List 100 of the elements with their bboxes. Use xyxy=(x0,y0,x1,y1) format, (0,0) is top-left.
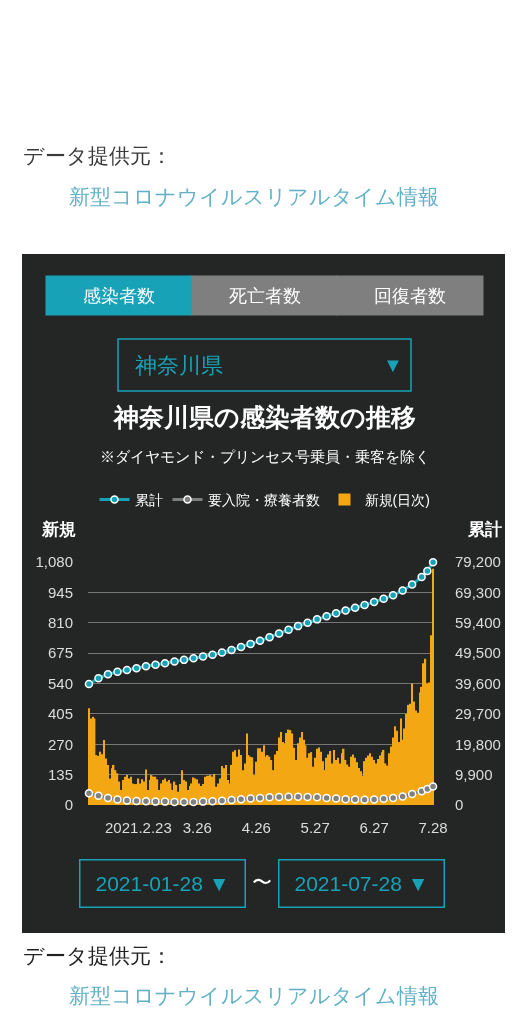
point xyxy=(160,659,170,668)
point xyxy=(189,797,198,807)
x-tick-label: 7.28 xyxy=(418,819,448,836)
point xyxy=(341,606,350,615)
point xyxy=(274,792,284,802)
bar xyxy=(394,726,396,805)
point xyxy=(331,794,341,803)
point xyxy=(132,796,141,806)
text: 新型コロナウイルスリアルタイム情報 xyxy=(69,984,439,1007)
point xyxy=(369,597,379,607)
point xyxy=(350,795,360,804)
point xyxy=(398,792,407,801)
text: 回復者数 xyxy=(374,285,446,306)
x-tick-label: 2021.2.23 xyxy=(105,819,172,836)
y-tick-label: 405 xyxy=(47,705,73,723)
point xyxy=(265,793,274,802)
point xyxy=(151,797,160,806)
point xyxy=(227,795,236,805)
bar xyxy=(396,730,398,805)
text: 感染者数 xyxy=(83,285,155,306)
point xyxy=(274,629,284,638)
point xyxy=(179,797,189,807)
point xyxy=(113,795,122,804)
bar xyxy=(432,568,434,805)
text: データ提供元： xyxy=(23,144,172,167)
y2-tick-label: 69,300 xyxy=(455,583,501,601)
y-tick-label: 0 xyxy=(64,796,73,814)
y2-tick-label: 9,900 xyxy=(455,765,493,783)
point xyxy=(407,789,417,799)
y2-tick-label: 79,200 xyxy=(455,553,501,571)
text: 死亡者数 xyxy=(228,285,301,306)
point xyxy=(312,793,322,802)
point xyxy=(227,645,236,655)
point xyxy=(170,797,179,807)
x-tick-label: 6.27 xyxy=(359,819,389,836)
point xyxy=(407,580,417,589)
bar xyxy=(88,708,90,805)
point xyxy=(360,600,369,610)
point xyxy=(198,652,208,661)
point xyxy=(293,621,303,631)
point xyxy=(179,655,189,665)
point xyxy=(94,791,103,801)
y-axis-title: 新規 xyxy=(41,520,76,539)
point xyxy=(350,603,360,612)
y-tick-label: 540 xyxy=(47,674,73,692)
point xyxy=(151,660,160,670)
y2-tick-label: 19,800 xyxy=(455,735,501,753)
point xyxy=(255,793,265,803)
bar xyxy=(280,731,282,805)
y2-tick-label: 59,400 xyxy=(455,614,501,631)
point xyxy=(398,586,407,595)
point xyxy=(170,657,179,666)
bar xyxy=(320,751,322,805)
x-tick-label: 5.27 xyxy=(300,819,330,836)
bar xyxy=(225,764,227,805)
point xyxy=(322,612,331,621)
point xyxy=(388,793,398,803)
y-tick-label: 270 xyxy=(47,735,73,753)
point xyxy=(284,792,293,801)
text: 〜 xyxy=(252,871,272,893)
point xyxy=(94,674,103,683)
bar xyxy=(103,739,105,805)
bar xyxy=(263,745,265,805)
point xyxy=(122,665,132,675)
point xyxy=(246,794,255,803)
point xyxy=(428,558,438,567)
text: 新型コロナウイルスリアルタイム情報 xyxy=(69,185,439,208)
point xyxy=(246,639,255,649)
y2-axis-title: 累計 xyxy=(467,520,502,539)
point xyxy=(369,795,379,804)
point xyxy=(122,796,132,805)
point xyxy=(379,594,388,604)
legend-label: 新規(日次) xyxy=(364,492,430,509)
text: データ提供元： xyxy=(23,944,172,967)
y-tick-label: 945 xyxy=(47,583,73,601)
point xyxy=(189,654,198,663)
point xyxy=(322,793,331,803)
x-tick-label: 3.26 xyxy=(182,819,212,836)
point xyxy=(103,670,113,679)
text: 神奈川県 xyxy=(135,353,223,378)
point xyxy=(341,794,350,804)
point xyxy=(360,795,369,805)
point xyxy=(331,608,341,618)
point xyxy=(303,618,312,627)
legend-label: 累計 xyxy=(134,492,163,509)
y2-tick-label: 0 xyxy=(455,796,464,814)
chart-title: 神奈川県の感染者数の推移 xyxy=(112,402,416,431)
point xyxy=(198,797,208,806)
y-tick-label: 1,080 xyxy=(35,553,73,571)
point xyxy=(423,566,432,576)
y-tick-label: 675 xyxy=(47,644,73,662)
point xyxy=(141,797,151,806)
legend-label: 要入院・療養者数 xyxy=(207,492,320,509)
point xyxy=(141,662,151,671)
y2-tick-label: 49,500 xyxy=(455,644,501,662)
point xyxy=(379,794,388,804)
point xyxy=(255,636,265,646)
point xyxy=(265,632,274,642)
y2-tick-label: 39,600 xyxy=(455,674,501,692)
point xyxy=(217,648,227,657)
